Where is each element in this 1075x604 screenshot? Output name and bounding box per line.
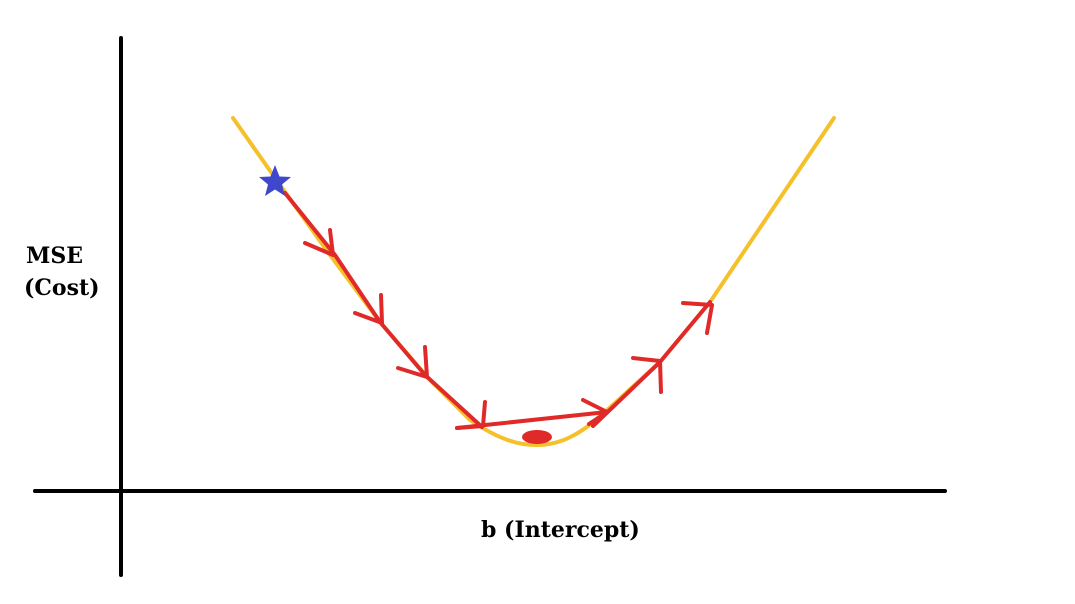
descent-segment [591, 300, 712, 428]
ellipse-icon [522, 430, 552, 444]
arrowhead [303, 228, 335, 257]
arrowhead [353, 293, 384, 325]
descent-path [283, 191, 714, 430]
arrowhead [681, 301, 714, 335]
cost-curve [231, 116, 836, 447]
y-axis-label-line2: (Cost) [24, 275, 100, 301]
y-axis-label-line1: MSE [26, 243, 84, 269]
arrowhead [396, 345, 429, 379]
arrowhead [581, 398, 609, 426]
arrowhead [631, 356, 663, 394]
x-axis-label: b (Intercept) [481, 517, 640, 543]
star-icon [259, 165, 291, 196]
arrowhead [455, 400, 487, 430]
